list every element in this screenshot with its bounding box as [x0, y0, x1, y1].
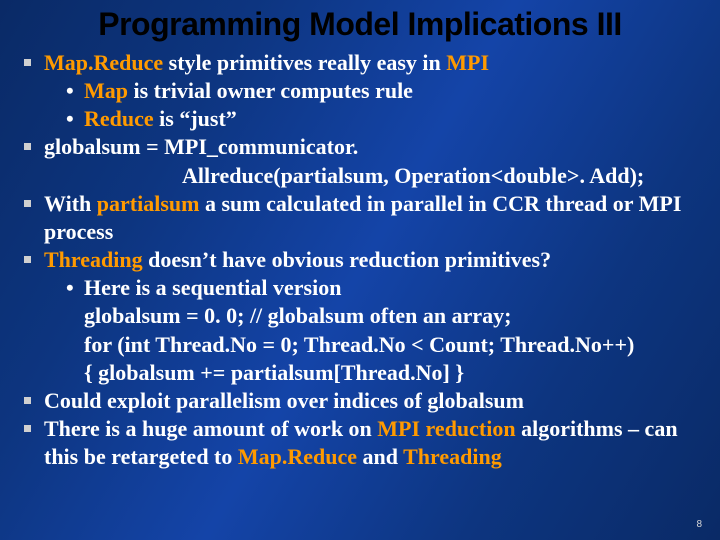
text-run: There is a huge amount of work on: [44, 416, 377, 441]
bullet-continuation: { globalsum += partialsum[Thread.No] }: [14, 359, 706, 387]
text-run: Map: [84, 78, 134, 103]
text-run: partialsum: [97, 191, 205, 216]
bullet-level-1: Threading doesn’t have obvious reduction…: [14, 246, 706, 274]
text-run: Map.Reduce: [238, 444, 363, 469]
text-run: Allreduce(partialsum, Operation<double>.…: [182, 163, 644, 188]
bullet-continuation: for (int Thread.No = 0; Thread.No < Coun…: [14, 331, 706, 359]
text-run: Threading: [403, 444, 502, 469]
bullet-level-1: globalsum = MPI_communicator.: [14, 133, 706, 161]
bullet-continuation: Allreduce(partialsum, Operation<double>.…: [14, 162, 706, 190]
bullet-level-1: With partialsum a sum calculated in para…: [14, 190, 706, 246]
bullet-level-2: Map is trivial owner computes rule: [14, 77, 706, 105]
bullet-level-2: Here is a sequential version: [14, 274, 706, 302]
text-run: for (int Thread.No = 0; Thread.No < Coun…: [84, 332, 634, 357]
text-run: globalsum = MPI_communicator.: [44, 134, 358, 159]
text-run: and: [363, 444, 404, 469]
text-run: globalsum = 0. 0; // globalsum often an …: [84, 303, 512, 328]
bullet-level-1: Map.Reduce style primitives really easy …: [14, 49, 706, 77]
bullet-level-1: There is a huge amount of work on MPI re…: [14, 415, 706, 471]
text-run: Map.Reduce: [44, 50, 169, 75]
bullet-continuation: globalsum = 0. 0; // globalsum often an …: [14, 302, 706, 330]
text-run: Here is a sequential version: [84, 275, 341, 300]
text-run: With: [44, 191, 97, 216]
bullet-level-2: Reduce is “just”: [14, 105, 706, 133]
text-run: MPI reduction: [377, 416, 521, 441]
slide-body: Map.Reduce style primitives really easy …: [14, 49, 706, 471]
slide-title: Programming Model Implications III: [14, 6, 706, 43]
text-run: is “just”: [159, 106, 237, 131]
text-run: doesn’t have obvious reduction primitive…: [148, 247, 551, 272]
text-run: Reduce: [84, 106, 159, 131]
slide: Programming Model Implications III Map.R…: [0, 0, 720, 540]
text-run: is trivial owner computes rule: [134, 78, 413, 103]
text-run: { globalsum += partialsum[Thread.No] }: [84, 360, 464, 385]
bullet-level-1: Could exploit parallelism over indices o…: [14, 387, 706, 415]
text-run: MPI: [446, 50, 489, 75]
text-run: Could exploit parallelism over indices o…: [44, 388, 524, 413]
text-run: Threading: [44, 247, 148, 272]
text-run: style primitives really easy in: [169, 50, 447, 75]
page-number: 8: [696, 519, 702, 530]
